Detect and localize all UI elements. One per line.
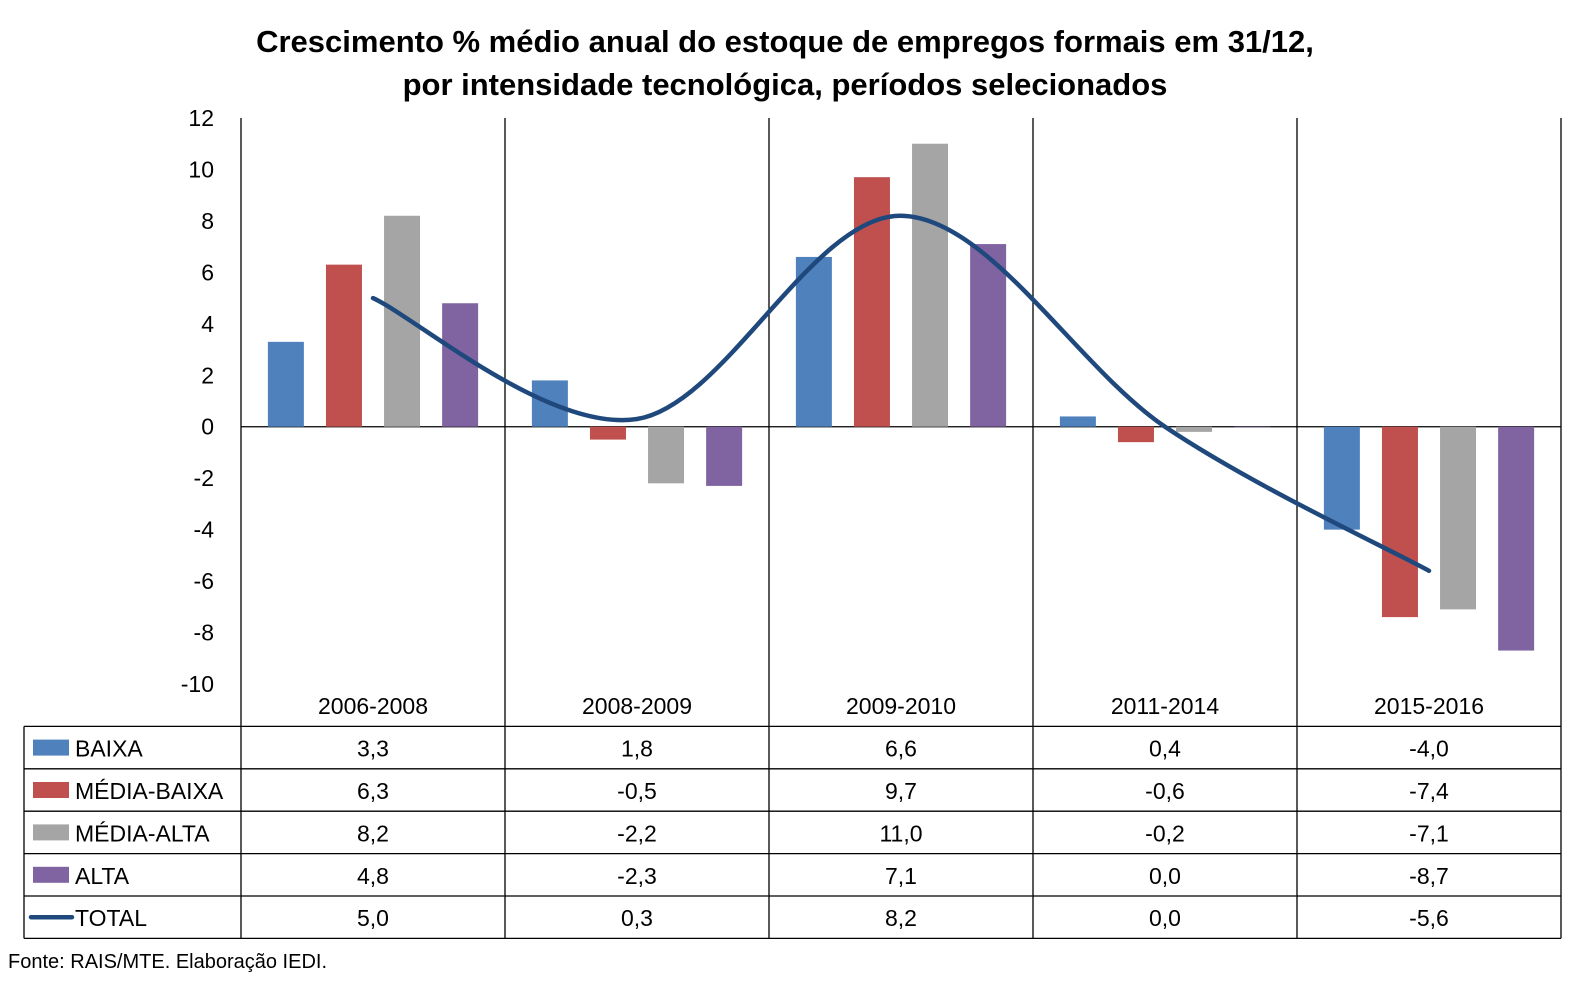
bars <box>267 143 1535 651</box>
category-label: 2008-2009 <box>582 693 692 719</box>
category-label: 2009-2010 <box>846 693 956 719</box>
table-cell-value: -5,6 <box>1409 905 1449 931</box>
y-tick-label: -8 <box>194 620 214 646</box>
bar-média-baixa-2006-2008 <box>325 264 362 427</box>
table-cell-value: 0,3 <box>621 905 653 931</box>
bar-média-baixa-2009-2010 <box>853 177 890 427</box>
y-tick-label: 0 <box>201 414 214 440</box>
table-cell-value: 11,0 <box>879 820 922 846</box>
table-cell-value: 0,0 <box>1149 863 1181 889</box>
y-tick-label: -6 <box>194 568 214 594</box>
y-tick-label: -2 <box>194 465 214 491</box>
table-cell-value: 7,1 <box>885 863 917 889</box>
bar-baixa-2009-2010 <box>795 256 832 427</box>
table-cell-value: -0,6 <box>1145 778 1185 804</box>
total-line-layer <box>370 213 1432 574</box>
table-cell-value: 0,0 <box>1149 905 1181 931</box>
table-cell-value: 3,3 <box>357 736 389 762</box>
y-tick-label: 2 <box>201 362 214 388</box>
category-label: 2006-2008 <box>318 693 428 719</box>
legend-label: TOTAL <box>75 905 147 931</box>
source-note: Fonte: RAIS/MTE. Elaboração IEDI. <box>8 951 327 973</box>
legend-key-baixa <box>33 739 69 756</box>
table-cell-value: -2,3 <box>617 863 657 889</box>
bar-alta-2009-2010 <box>970 244 1007 427</box>
bar-baixa-2006-2008 <box>267 341 304 427</box>
data-table: 2006-2008 2008-2009 2009-2010 2011-2014 2015… <box>23 693 1561 940</box>
legend-label: BAIXA <box>75 736 143 762</box>
y-tick-label: 6 <box>201 259 214 285</box>
table-cell-value: 8,2 <box>357 820 389 846</box>
table-cell-value: -8,7 <box>1409 863 1449 889</box>
category-label: 2015-2016 <box>1374 693 1484 719</box>
bar-média-baixa-2008-2009 <box>589 426 626 440</box>
y-tick-label: 8 <box>201 208 214 234</box>
y-tick-label: -10 <box>181 671 214 697</box>
bar-média-alta-2015-2016 <box>1440 426 1477 610</box>
bar-média-alta-2011-2014 <box>1176 426 1213 432</box>
legend-label: MÉDIA-BAIXA <box>75 778 224 804</box>
plot-grid <box>240 118 1562 939</box>
table-cell-value: 4,8 <box>357 863 389 889</box>
table-cell-value: 1,8 <box>621 736 653 762</box>
bar-média-baixa-2015-2016 <box>1381 426 1418 618</box>
table-cell-value: 0,4 <box>1149 736 1181 762</box>
y-tick-label: 4 <box>201 311 214 337</box>
legend-label: ALTA <box>75 863 130 889</box>
table-cell-value: -0,2 <box>1145 820 1185 846</box>
bar-baixa-2011-2014 <box>1059 416 1096 427</box>
table-cell-value: 9,7 <box>885 778 917 804</box>
chart-title: Crescimento % médio anual do estoque de … <box>256 24 1314 59</box>
bar-alta-2008-2009 <box>706 426 743 486</box>
bar-alta-2011-2014 <box>1234 426 1271 428</box>
category-label: 2011-2014 <box>1111 693 1219 719</box>
y-tick-label: 10 <box>188 156 214 182</box>
table-cell-value: 8,2 <box>885 905 917 931</box>
legend-key-média-alta <box>33 824 69 841</box>
y-tick-label: 12 <box>188 105 214 131</box>
table-cell-value: -4,0 <box>1409 736 1449 762</box>
table-cell-value: -7,1 <box>1409 820 1449 846</box>
table-cell-value: -2,2 <box>617 820 657 846</box>
bar-média-alta-2009-2010 <box>912 143 949 427</box>
bar-média-baixa-2011-2014 <box>1117 426 1154 443</box>
y-axis-ticks: 12 10 8 6 4 2 0 -2 -4 -6 -8 -10 <box>181 105 214 697</box>
chart-subtitle: por intensidade tecnológica, períodos se… <box>403 67 1168 102</box>
bar-alta-2015-2016 <box>1498 426 1535 651</box>
legend-key-alta <box>33 866 69 883</box>
table-cell-value: 6,3 <box>357 778 389 804</box>
line-total <box>370 213 1432 574</box>
bar-média-alta-2008-2009 <box>648 426 685 484</box>
table-cell-value: -0,5 <box>617 778 657 804</box>
bar-baixa-2015-2016 <box>1323 426 1360 530</box>
legend-key-média-baixa <box>33 782 69 798</box>
table-cell-value: 6,6 <box>885 736 917 762</box>
y-tick-label: -4 <box>194 517 215 543</box>
table-cell-value: -7,4 <box>1409 778 1449 804</box>
table-cell-value: 5,0 <box>357 905 389 931</box>
bar-alta-2006-2008 <box>442 303 479 427</box>
legend-label: MÉDIA-ALTA <box>75 820 210 846</box>
